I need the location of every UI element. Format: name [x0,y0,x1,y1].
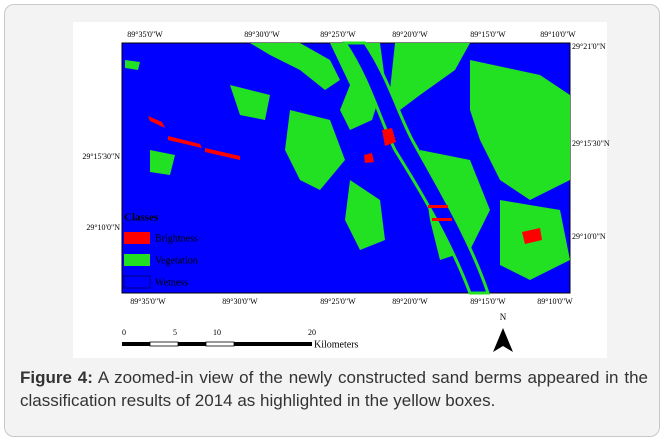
bottom-coordinate: 89°30'0"W [222,297,258,306]
legend-label: Vegetation [155,255,198,266]
right-coordinate: 29°21'0"N [572,42,606,51]
top-coordinate: 89°10'0"W [540,30,576,39]
bottom-coordinate: 89°15'0"W [470,297,506,306]
legend-swatch [124,276,150,288]
top-coordinate: 89°25'0"W [320,30,356,39]
legend-swatch [124,232,150,244]
caption-text: A zoomed-in view of the newly constructe… [20,368,648,410]
bottom-coordinate: 89°35'0"W [130,297,166,306]
legend-label: Wetness [155,277,188,288]
top-coordinate: 89°20'0"W [392,30,428,39]
scale-tick-label: 10 [213,328,221,337]
bottom-coordinate: 89°25'0"W [320,297,356,306]
scale-tick-label: 0 [122,328,126,337]
page: Classes Brightness Vegetation Wetness N … [0,0,666,441]
caption: Figure 4: A zoomed-in view of the newly … [20,366,648,412]
left-coordinate: 29°15'30"N [82,152,120,161]
right-coordinate: 29°15'30"N [572,139,610,148]
scale-tick-label: 20 [308,328,316,337]
scale-unit: Kilometers [314,339,359,350]
legend-title: Classes [124,212,159,224]
top-coordinate: 89°35'0"W [127,30,163,39]
right-coordinate: 29°10'0"N [572,232,606,241]
caption-label: Figure 4: [20,368,93,387]
scale-bar [122,342,312,346]
bottom-coordinate: 89°10'0"W [537,297,573,306]
left-coordinate: 29°10'0"N [86,223,120,232]
north-label: N [500,312,507,322]
legend-label: Brightness [155,233,198,244]
scale-tick-label: 5 [173,328,177,337]
legend-swatch [124,254,150,266]
bottom-coordinate: 89°20'0"W [392,297,428,306]
top-coordinate: 89°30'0"W [244,30,280,39]
top-coordinate: 89°15'0"W [470,30,506,39]
